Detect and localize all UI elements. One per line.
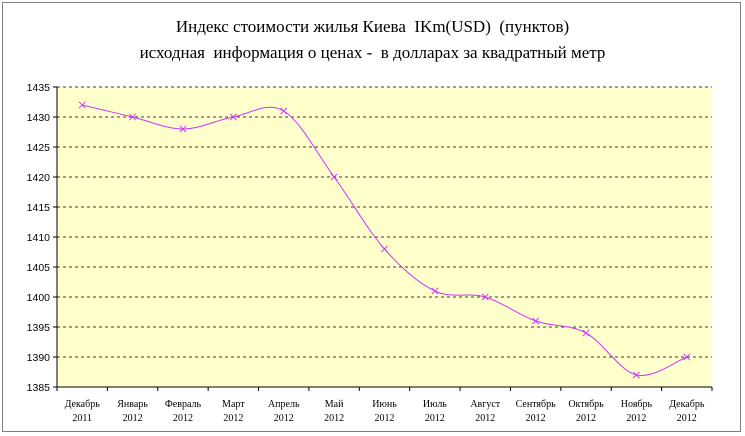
y-tick-label: 1410 <box>27 232 51 244</box>
x-tick-label-month: Май <box>325 399 344 410</box>
x-tick-label-month: Август <box>470 399 500 410</box>
x-tick-label-month: Июль <box>423 399 447 410</box>
data-point-marker <box>380 245 389 253</box>
y-tick-label: 1400 <box>27 292 51 304</box>
data-point-marker <box>179 125 187 133</box>
y-tick-label: 1425 <box>27 142 51 154</box>
x-tick-label-month: Февраль <box>165 399 202 410</box>
y-tick-label: 1415 <box>27 202 51 214</box>
x-tick-label-year: 2012 <box>576 413 596 424</box>
x-tick-label-month: Сентябрь <box>516 399 557 410</box>
x-tick-label-year: 2012 <box>425 413 445 424</box>
data-point-marker <box>632 371 640 379</box>
data-point-marker <box>582 329 590 337</box>
data-point-marker <box>683 353 691 361</box>
x-tick-label-year: 2011 <box>72 413 92 424</box>
y-tick-label: 1405 <box>27 262 51 274</box>
x-tick-label-year: 2012 <box>324 413 344 424</box>
x-tick-label-month: Декабрь <box>65 399 101 410</box>
data-point-marker <box>431 287 439 295</box>
chart-title: Индекс стоимости жилья Киева IKm(USD) (п… <box>175 17 570 36</box>
x-tick-label-month: Март <box>222 399 245 410</box>
x-tick-label-month: Ноябрь <box>621 399 653 410</box>
x-tick-label-year: 2012 <box>173 413 193 424</box>
x-tick-label-month: Октябрь <box>568 399 604 410</box>
data-point-marker <box>532 317 540 325</box>
y-tick-label: 1395 <box>27 322 51 334</box>
x-tick-label-year: 2012 <box>375 413 395 424</box>
y-tick-label: 1385 <box>27 382 51 394</box>
x-tick-label-month: Декабрь <box>669 399 705 410</box>
y-tick-label: 1420 <box>27 172 51 184</box>
x-tick-label-year: 2012 <box>274 413 294 424</box>
x-tick-label-month: Январь <box>117 399 148 410</box>
x-tick-label-month: Апрель <box>268 399 300 410</box>
y-tick-label: 1430 <box>27 112 51 124</box>
data-point-marker <box>129 113 137 121</box>
x-tick-label-year: 2012 <box>475 413 495 424</box>
data-point-marker <box>78 101 86 109</box>
data-point-marker <box>481 293 489 301</box>
y-tick-label: 1435 <box>27 82 51 94</box>
x-tick-label-month: Июнь <box>372 399 397 410</box>
x-tick-label-year: 2012 <box>526 413 546 424</box>
chart-subtitle: исходная информация о ценах - в долларах… <box>139 43 606 62</box>
x-tick-label-year: 2012 <box>626 413 646 424</box>
x-tick-label-year: 2012 <box>677 413 697 424</box>
y-tick-label: 1390 <box>27 352 51 364</box>
data-point-marker <box>280 107 288 115</box>
x-tick-label-year: 2012 <box>123 413 143 424</box>
data-point-marker <box>229 113 237 121</box>
x-tick-label-year: 2012 <box>223 413 243 424</box>
data-point-marker <box>330 173 338 181</box>
